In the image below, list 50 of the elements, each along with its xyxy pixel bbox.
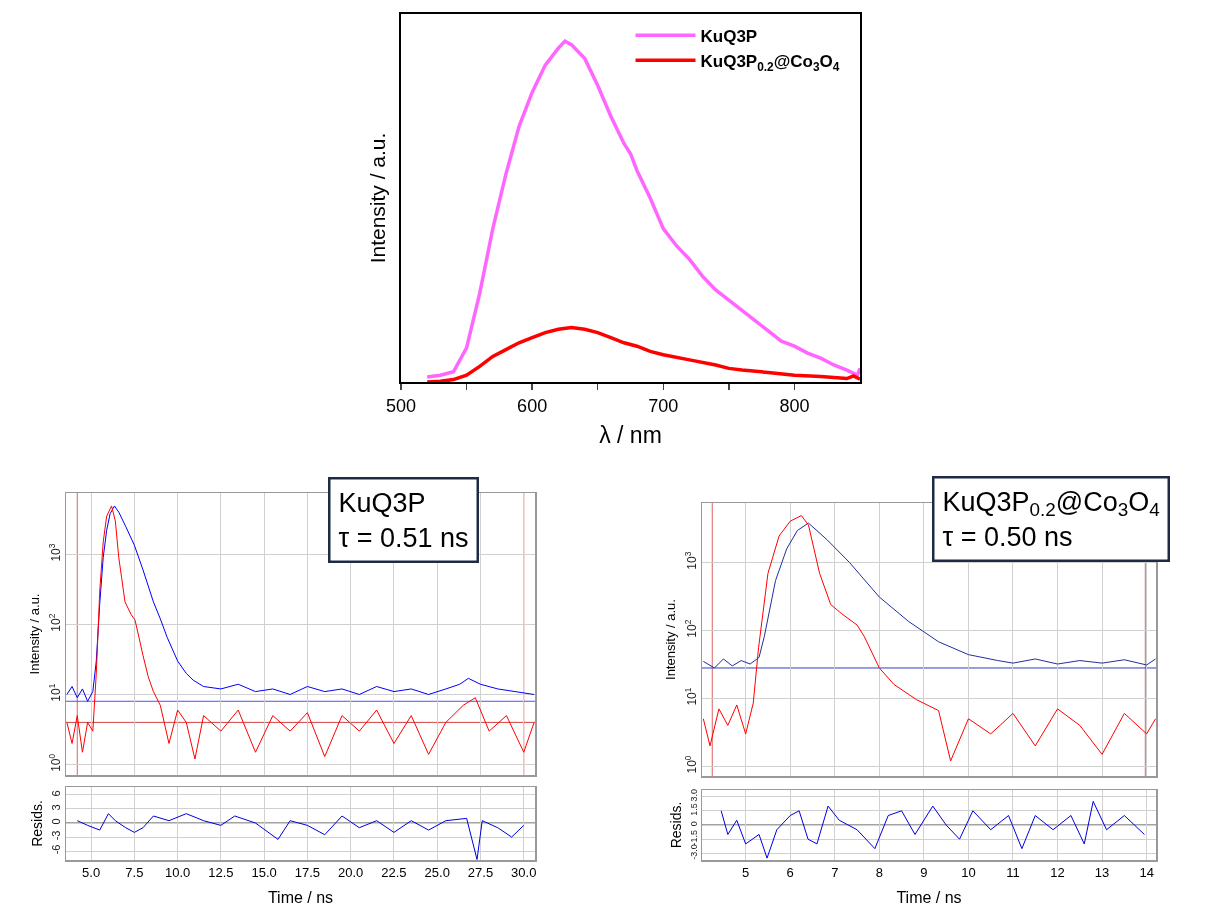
x-tick-label: 7.5 [125, 865, 144, 881]
y-axis-title: Resids. [667, 801, 684, 849]
x-axis-title: Time / ns [896, 888, 962, 906]
x-tick-label: 12.5 [208, 865, 234, 881]
x-tick-label: 22.5 [381, 865, 407, 881]
y-axis-title: Intensity / a.u. [365, 132, 389, 264]
x-tick-label: 20.0 [338, 865, 364, 881]
y-tick-label: -3.0 [688, 844, 699, 860]
y-axis-title: Intensity / a.u. [26, 593, 42, 675]
text: KuQ3P$_{0.2}$@Co$_{3}$O$_{4}$ τ = 0.50 ns [942, 486, 1160, 552]
line-series [76, 813, 525, 860]
x-tick-label: 25.0 [424, 865, 450, 881]
line-series [702, 515, 1156, 762]
y-tick-label: -3 [50, 830, 63, 841]
annotation: KuQ3P τ = 0.51 ns [338, 487, 469, 553]
x-tick-label: 10 [961, 865, 976, 881]
x-tick-label: 12 [1050, 865, 1065, 881]
x-tick-label: 5.0 [82, 865, 101, 881]
x-tick-label: 8 [875, 865, 883, 881]
y-tick-label: 0 [688, 821, 699, 827]
x-tick-label: 30.0 [511, 865, 537, 881]
y-tick-label: 3.0 [688, 789, 699, 802]
x-tick-label: 27.5 [467, 865, 494, 881]
x-tick-label: 17.5 [294, 865, 321, 881]
y-tick-label: 6 [50, 790, 63, 797]
x-tick-label: 9 [920, 865, 928, 881]
y-tick-label: 1.5 [688, 803, 699, 816]
y-tick-label: -6 [50, 844, 63, 855]
line-series [702, 522, 1156, 669]
x-tick-label: 6 [786, 865, 794, 881]
x-tick-label: 7 [831, 865, 839, 881]
legend-label: KuQ3P$_{0.2}$@Co$_{3}$O$_{4}$ [700, 51, 840, 74]
line-series [720, 800, 1145, 859]
x-tick-label: 13 [1094, 865, 1110, 881]
x-tick-label: 800 [779, 395, 810, 416]
x-tick-label: 15.0 [251, 865, 277, 881]
x-tick-label: 5 [742, 865, 750, 881]
x-tick-label: 500 [385, 395, 417, 416]
x-axis-title: Time / ns [267, 888, 334, 906]
y-tick-label: 0 [50, 818, 63, 825]
legend-label: KuQ3P [700, 26, 758, 46]
x-tick-label: 700 [648, 395, 679, 416]
x-tick-label: 11 [1006, 865, 1020, 881]
x-axis-title: λ / nm [599, 421, 662, 448]
y-axis-title: Resids. [28, 800, 45, 847]
x-tick-label: 14 [1139, 865, 1154, 881]
y-axis-title: Intensity / a.u. [662, 599, 678, 680]
x-tick-label: 10.0 [164, 865, 191, 881]
y-tick-label: 3 [50, 804, 63, 811]
x-tick-label: 600 [517, 395, 548, 416]
